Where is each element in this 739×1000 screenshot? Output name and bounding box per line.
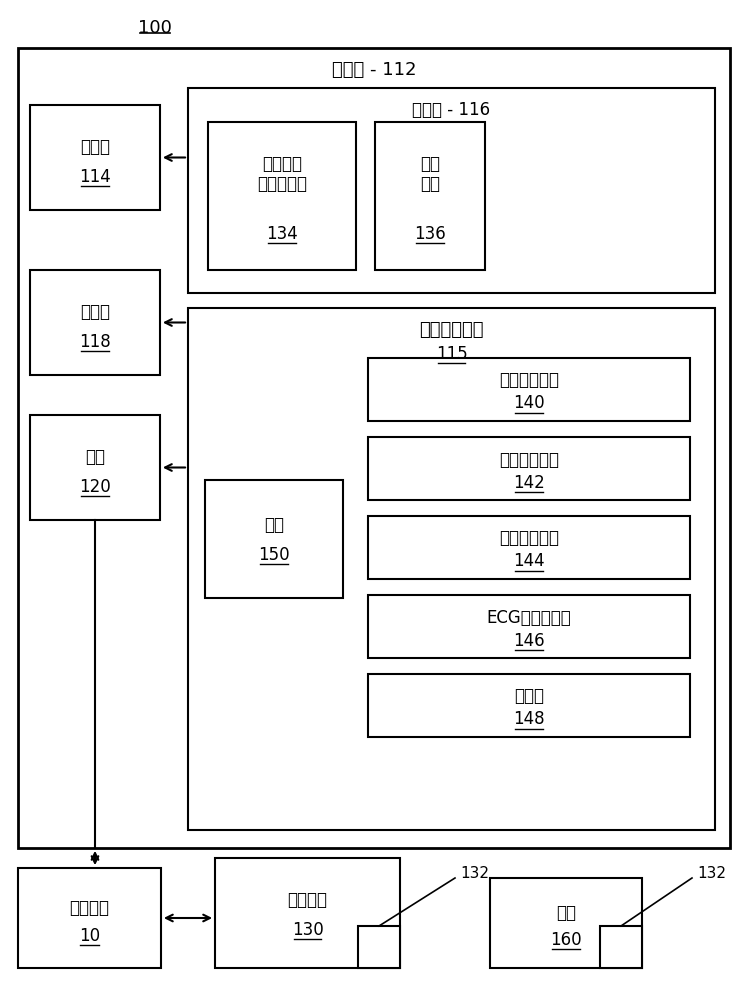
Bar xyxy=(215,858,400,968)
Bar xyxy=(188,308,715,830)
Text: 148: 148 xyxy=(513,710,545,728)
Text: 132: 132 xyxy=(697,866,726,882)
Bar xyxy=(18,48,730,848)
Text: 144: 144 xyxy=(513,552,545,570)
Bar xyxy=(18,868,161,968)
Text: 130: 130 xyxy=(292,921,324,939)
Bar xyxy=(368,674,690,737)
Bar xyxy=(188,88,715,293)
Text: 其他源: 其他源 xyxy=(514,688,544,706)
Text: 142: 142 xyxy=(513,474,545,491)
Text: 140: 140 xyxy=(513,394,545,412)
Text: 100: 100 xyxy=(138,19,172,37)
Text: 运动检测应用: 运动检测应用 xyxy=(499,530,559,548)
Bar xyxy=(30,105,160,210)
Bar xyxy=(208,122,356,270)
Bar xyxy=(205,480,343,598)
Bar xyxy=(490,878,642,968)
Text: 146: 146 xyxy=(513,632,545,650)
Bar xyxy=(358,926,400,968)
Text: 工作站 - 112: 工作站 - 112 xyxy=(332,61,416,79)
Text: 接口: 接口 xyxy=(85,448,105,466)
Text: 160: 160 xyxy=(551,931,582,949)
Text: 成像系统: 成像系统 xyxy=(69,899,109,917)
Text: 显示器: 显示器 xyxy=(80,303,110,321)
Text: 120: 120 xyxy=(79,478,111,496)
Text: 质量
评分: 质量 评分 xyxy=(420,155,440,193)
Bar xyxy=(30,270,160,375)
Text: 115: 115 xyxy=(435,345,467,363)
Text: 136: 136 xyxy=(414,225,446,243)
Bar xyxy=(368,595,690,658)
Text: 132: 132 xyxy=(460,866,489,882)
Text: 缝合检测应用: 缝合检测应用 xyxy=(499,371,559,389)
Text: ECG变化性应用: ECG变化性应用 xyxy=(486,608,571,626)
Bar xyxy=(600,926,642,968)
Text: 150: 150 xyxy=(258,546,290,564)
Text: 对象: 对象 xyxy=(556,904,576,922)
Text: （一幅或
多幅）图像: （一幅或 多幅）图像 xyxy=(257,155,307,193)
Text: 处理器: 处理器 xyxy=(80,138,110,156)
Text: 质量评分模块: 质量评分模块 xyxy=(419,321,484,339)
Text: 10: 10 xyxy=(79,927,100,945)
Text: 组合: 组合 xyxy=(264,516,284,534)
Bar xyxy=(368,437,690,500)
Bar xyxy=(375,122,485,270)
Bar xyxy=(368,358,690,421)
Text: 成像探头: 成像探头 xyxy=(287,891,327,909)
Bar xyxy=(368,516,690,579)
Text: 114: 114 xyxy=(79,168,111,186)
Text: 图像质量应用: 图像质量应用 xyxy=(499,450,559,468)
Text: 118: 118 xyxy=(79,333,111,351)
Text: 存储器 - 116: 存储器 - 116 xyxy=(412,101,491,119)
Bar xyxy=(30,415,160,520)
Text: 134: 134 xyxy=(266,225,298,243)
